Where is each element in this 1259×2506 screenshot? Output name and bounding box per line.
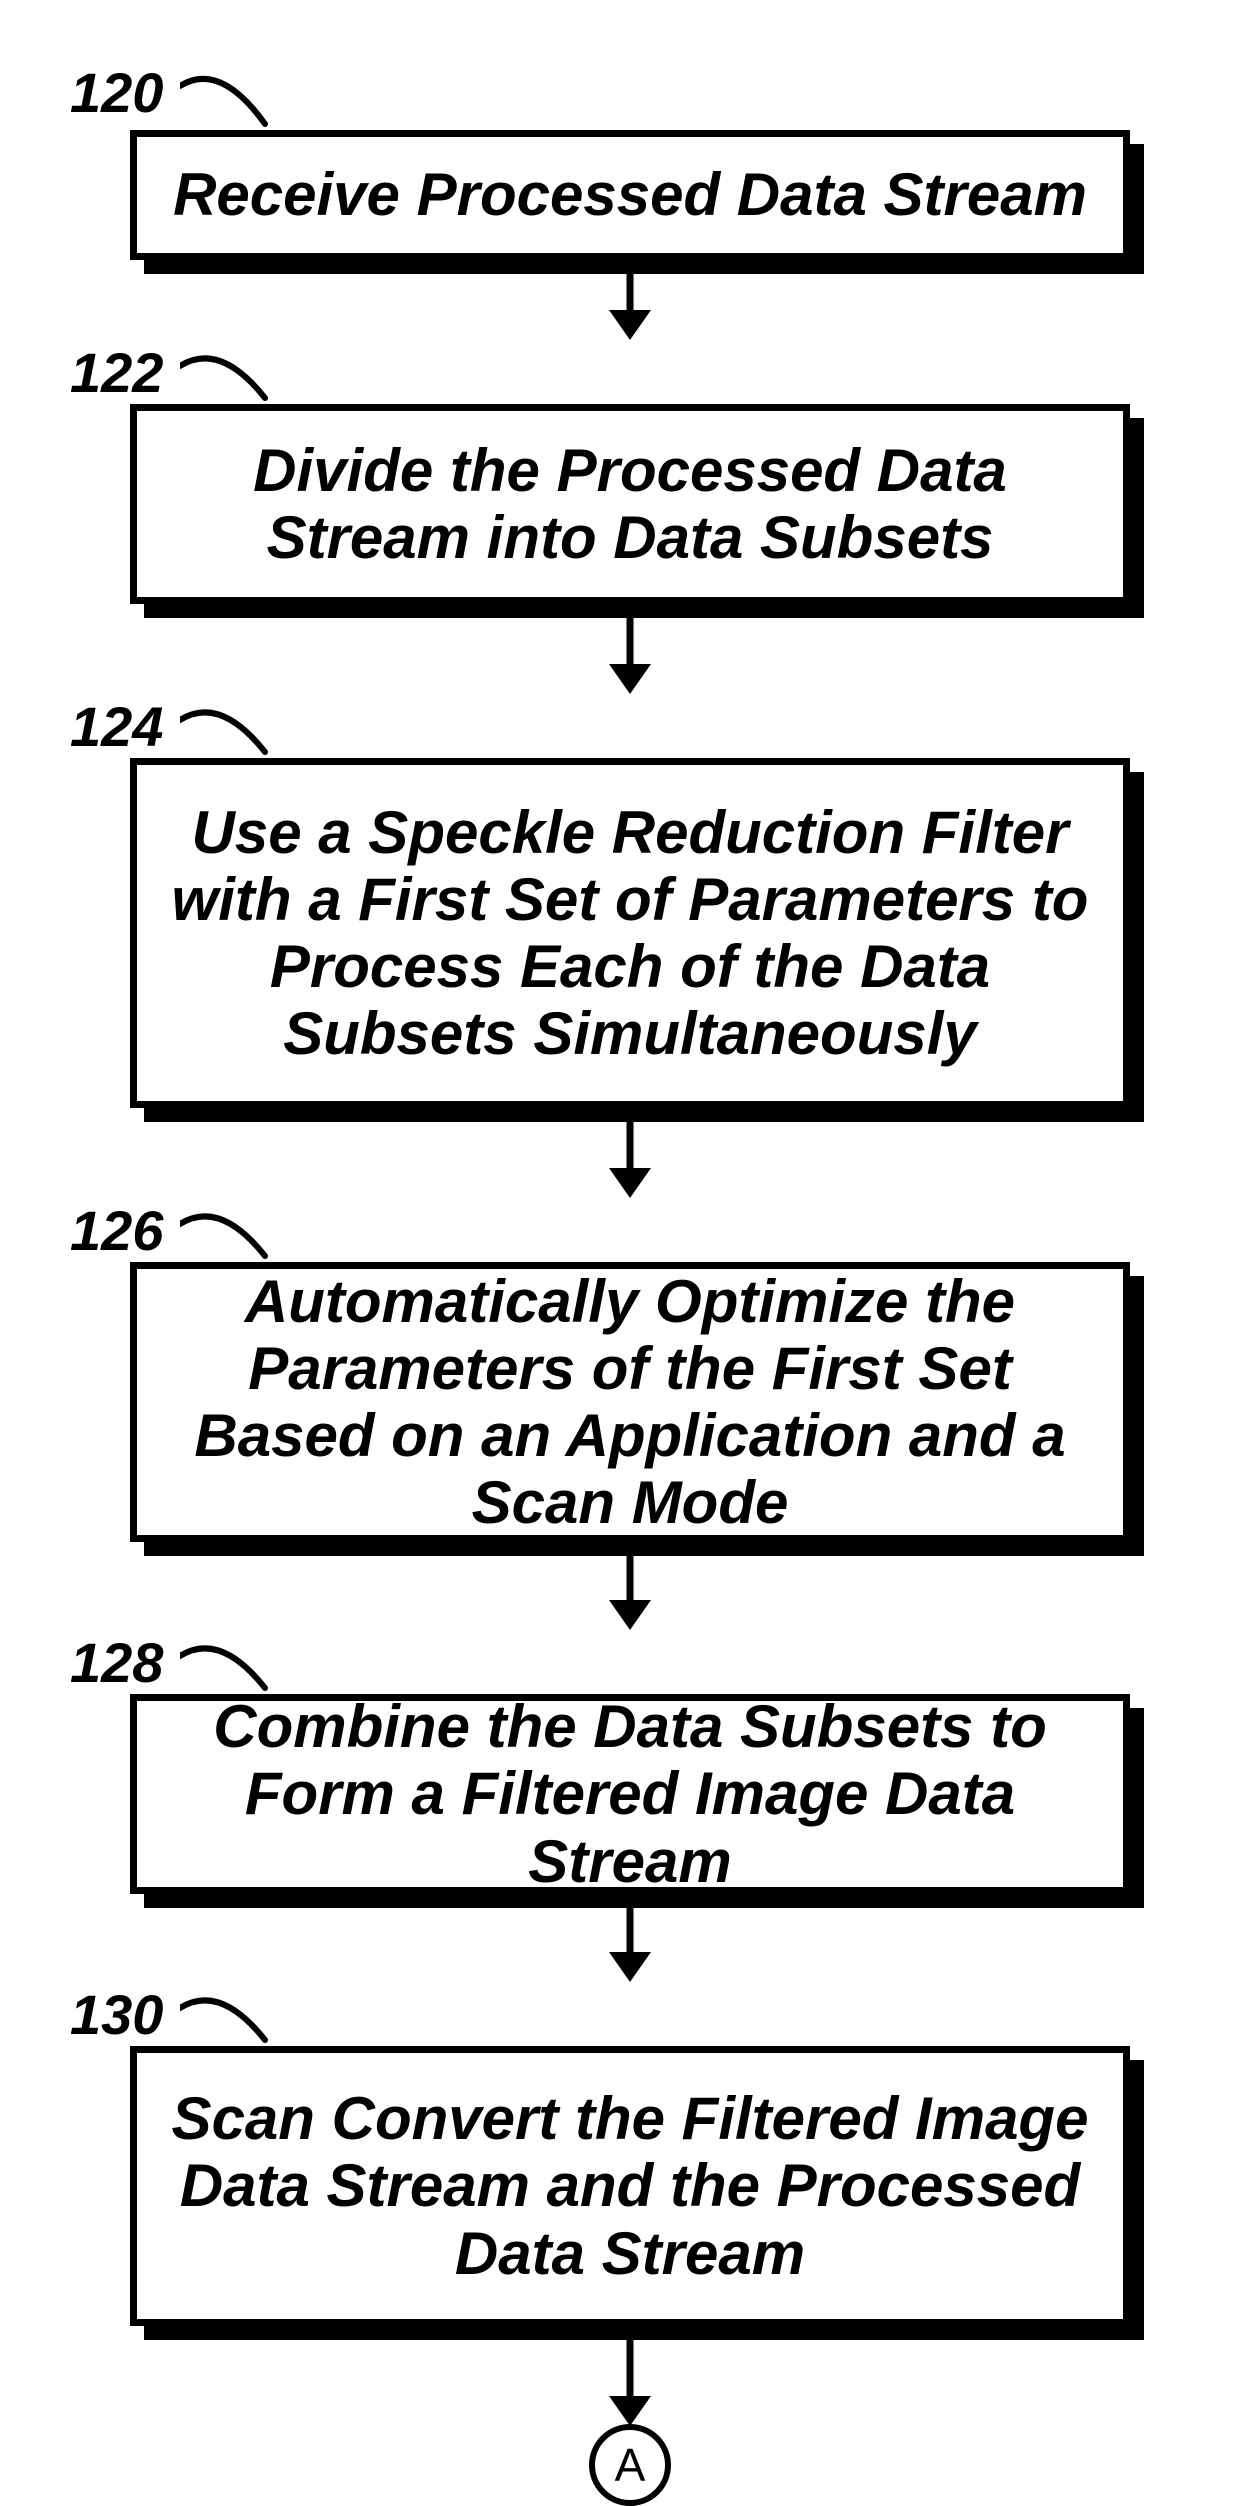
arrow-after-120 — [70, 260, 1190, 340]
arrow-after-124 — [70, 1108, 1190, 1198]
ref-122: 122 — [70, 340, 163, 405]
ref-122-wrap: 122 — [70, 340, 320, 410]
ref-126: 126 — [70, 1198, 163, 1263]
arrow-after-122 — [70, 604, 1190, 694]
box-130: Scan Convert the Filtered Image Data Str… — [130, 2046, 1130, 2326]
step-130: 130 Scan Convert the Filtered Image Data… — [70, 2046, 1190, 2326]
ref-124-wrap: 124 — [70, 694, 320, 764]
connector-A: A — [589, 2424, 671, 2506]
box-120: Receive Processed Data Stream — [130, 130, 1130, 260]
box-128: Combine the Data Subsets to Form a Filte… — [130, 1694, 1130, 1894]
box-124: Use a Speckle Reduction Filter with a Fi… — [130, 758, 1130, 1108]
step-122: 122 Divide the Processed Data Stream int… — [70, 404, 1190, 604]
box-122: Divide the Processed Data Stream into Da… — [130, 404, 1130, 604]
box-126: Automatically Optimize the Parameters of… — [130, 1262, 1130, 1542]
box-126-shadow: Automatically Optimize the Parameters of… — [130, 1262, 1130, 1542]
step-126: 126 Automatically Optimize the Parameter… — [70, 1262, 1190, 1542]
ref-120-wrap: 120 — [70, 60, 320, 130]
arrow-after-130 — [70, 2326, 1190, 2426]
box-130-shadow: Scan Convert the Filtered Image Data Str… — [130, 2046, 1130, 2326]
box-128-shadow: Combine the Data Subsets to Form a Filte… — [130, 1694, 1130, 1894]
connector-label: A — [615, 2442, 646, 2488]
ref-126-wrap: 126 — [70, 1198, 320, 1268]
box-122-shadow: Divide the Processed Data Stream into Da… — [130, 404, 1130, 604]
ref-124: 124 — [70, 694, 163, 759]
ref-120: 120 — [70, 60, 163, 125]
flowchart-container: 120 Receive Processed Data Stream 122 Di… — [70, 60, 1190, 2506]
step-120: 120 Receive Processed Data Stream — [70, 130, 1190, 260]
ref-tail-icon — [180, 66, 320, 136]
step-124: 124 Use a Speckle Reduction Filter with … — [70, 758, 1190, 1108]
ref-130: 130 — [70, 1982, 163, 2047]
arrow-after-128 — [70, 1894, 1190, 1982]
step-128: 128 Combine the Data Subsets to Form a F… — [70, 1694, 1190, 1894]
arrow-after-126 — [70, 1542, 1190, 1630]
box-124-shadow: Use a Speckle Reduction Filter with a Fi… — [130, 758, 1130, 1108]
ref-128-wrap: 128 — [70, 1630, 320, 1700]
ref-128: 128 — [70, 1630, 163, 1695]
ref-130-wrap: 130 — [70, 1982, 320, 2052]
box-120-shadow: Receive Processed Data Stream — [130, 130, 1130, 260]
